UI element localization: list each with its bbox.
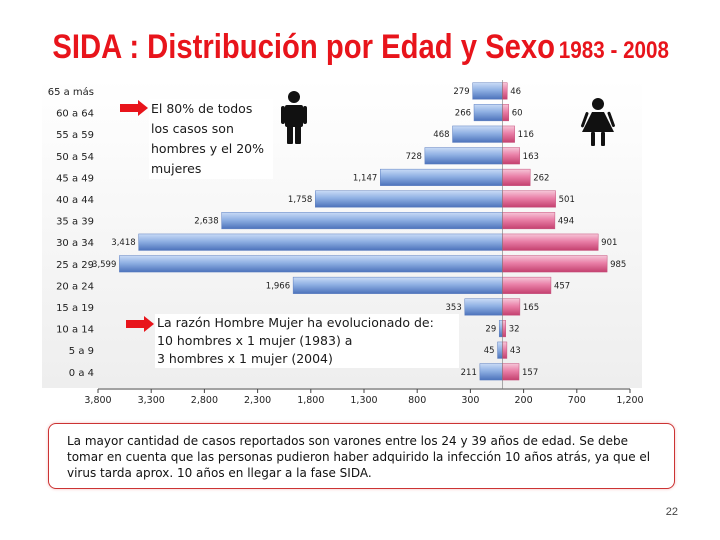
female-figure-icon — [581, 98, 615, 146]
male-bar — [473, 104, 503, 122]
male-value-label: 3,599 — [92, 260, 116, 270]
male-bar — [315, 190, 503, 208]
male-bar — [221, 212, 503, 230]
female-bar — [502, 190, 556, 208]
female-bar — [502, 276, 552, 294]
x-tick-label: 2,300 — [244, 395, 271, 406]
male-bar — [452, 125, 503, 143]
male-bar — [479, 363, 503, 381]
female-bar — [502, 82, 508, 100]
age-group-label: 35 a 39 — [56, 217, 94, 228]
male-bar — [424, 147, 503, 165]
gender-share-note: El 80% de todos los casos son hombres y … — [149, 99, 273, 179]
title-main: SIDA : Distribución por Edad y Sexo — [52, 28, 555, 66]
female-value-label: 157 — [522, 368, 538, 378]
arrow-right-icon — [120, 100, 148, 116]
x-tick-label: 1,200 — [616, 395, 643, 406]
male-bar — [138, 233, 503, 251]
female-value-label: 262 — [533, 173, 549, 183]
ratio-note-line-1: La razón Hombre Mujer ha evolucionado de… — [157, 315, 434, 330]
male-value-label: 2,638 — [194, 217, 218, 227]
x-tick-label: 3,800 — [84, 395, 111, 406]
female-value-label: 165 — [523, 303, 539, 313]
title-years: 1983 - 2008 — [558, 37, 669, 64]
male-bar — [464, 298, 503, 316]
female-value-label: 985 — [610, 260, 626, 270]
female-value-label: 901 — [601, 238, 617, 248]
x-tick-label: 700 — [568, 395, 586, 406]
x-tick-label: 2,800 — [191, 395, 218, 406]
female-bar — [502, 255, 608, 273]
age-group-label: 55 a 59 — [56, 130, 94, 141]
age-group-label: 60 a 64 — [56, 109, 94, 120]
x-tick-label: 300 — [461, 395, 479, 406]
x-tick-label: 1,300 — [350, 395, 377, 406]
male-value-label: 211 — [461, 368, 477, 378]
male-bar — [498, 320, 503, 338]
age-group-label: 5 a 9 — [69, 346, 94, 357]
age-group-label: 20 a 24 — [56, 281, 94, 292]
age-group-label: 0 a 4 — [69, 368, 94, 379]
male-value-label: 1,966 — [266, 281, 290, 291]
ratio-note-line-2: 10 hombres x 1 mujer (1983) a — [157, 333, 353, 348]
male-value-label: 45 — [484, 346, 495, 356]
male-value-label: 29 — [485, 325, 496, 335]
male-value-label: 353 — [446, 303, 462, 313]
female-value-label: 457 — [554, 281, 570, 291]
female-bar — [502, 233, 599, 251]
male-value-label: 468 — [433, 130, 449, 140]
female-value-label: 501 — [559, 195, 575, 205]
ratio-note: La razón Hombre Mujer ha evolucionado de… — [155, 314, 459, 368]
female-bar — [502, 363, 520, 381]
male-figure-icon — [281, 91, 307, 144]
female-value-label: 43 — [510, 346, 521, 356]
age-group-label: 15 a 19 — [56, 303, 94, 314]
female-value-label: 32 — [509, 325, 520, 335]
female-value-label: 60 — [512, 109, 523, 119]
age-group-label: 65 a más — [48, 86, 94, 98]
female-value-label: 494 — [558, 217, 574, 227]
info-box: La mayor cantidad de casos reportados so… — [48, 423, 675, 489]
female-value-label: 163 — [523, 152, 539, 162]
female-bar — [502, 320, 506, 338]
arrow-right-icon — [126, 316, 154, 332]
slide-title: SIDA : Distribución por Edad y Sexo 1983… — [51, 28, 670, 67]
male-value-label: 728 — [406, 152, 422, 162]
female-bar — [502, 341, 508, 359]
age-group-label: 25 a 29 — [56, 260, 94, 271]
male-value-label: 1,758 — [288, 195, 312, 205]
male-bar — [497, 341, 503, 359]
female-bar — [502, 168, 531, 186]
female-bar — [502, 104, 509, 122]
male-bar — [380, 168, 503, 186]
female-value-label: 116 — [518, 130, 534, 140]
age-group-label: 10 a 14 — [56, 325, 94, 336]
x-tick-label: 1,800 — [297, 395, 324, 406]
age-group-label: 50 a 54 — [56, 152, 94, 163]
page-number: 22 — [665, 506, 678, 518]
male-value-label: 3,418 — [111, 238, 135, 248]
female-bar — [502, 212, 556, 230]
ratio-note-line-3: 3 hombres x 1 mujer (2004) — [157, 351, 333, 366]
female-value-label: 46 — [510, 87, 521, 97]
x-tick-label: 3,300 — [138, 395, 165, 406]
male-value-label: 266 — [455, 109, 471, 119]
male-value-label: 279 — [453, 87, 469, 97]
age-group-label: 45 a 49 — [56, 173, 94, 184]
age-group-label: 40 a 44 — [56, 195, 94, 206]
male-bar — [292, 276, 503, 294]
x-tick-label: 200 — [515, 395, 533, 406]
female-bar — [502, 147, 520, 165]
age-group-label: 30 a 34 — [56, 238, 94, 249]
x-tick-label: 800 — [408, 395, 426, 406]
male-value-label: 1,147 — [353, 173, 377, 183]
male-bar — [119, 255, 503, 273]
female-bar — [502, 125, 515, 143]
male-bar — [472, 82, 503, 100]
female-bar — [502, 298, 521, 316]
